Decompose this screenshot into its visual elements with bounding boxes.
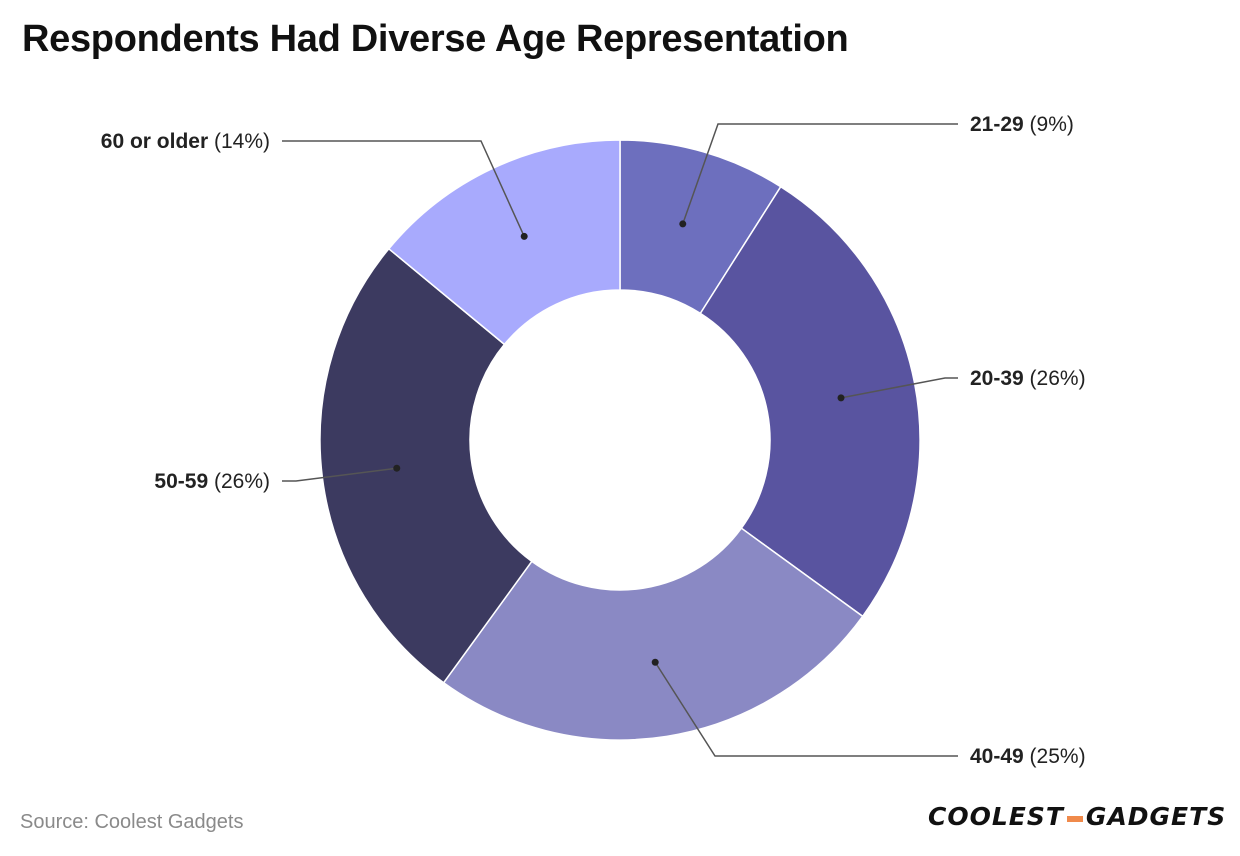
slice-label-percent: (26%) [1024, 367, 1086, 390]
anchor-dot-50-59 [393, 464, 401, 472]
anchor-dot-20-39 [837, 394, 845, 402]
slice-40-49 [442, 527, 864, 741]
donut-chart: 21-29 (9%) 20-39 (26%) 40-49 (25%) 50-59 (2… [101, 113, 1086, 768]
slice-label-percent: (9%) [1024, 113, 1074, 136]
slice-20-39 [699, 185, 921, 618]
slice-labels: 21-29 (9%) 20-39 (26%) 40-49 (25%) 50-59 (2… [101, 113, 1086, 768]
slice-label-name: 60 or older [101, 130, 208, 153]
anchor-dot-60-or-older [520, 232, 528, 240]
slice-label-percent: (25%) [1024, 745, 1086, 768]
slice-label-name: 50-59 [154, 470, 208, 493]
leader-line-21-29 [682, 123, 958, 225]
anchor-dot-40-49 [651, 658, 659, 666]
slice-label-percent: (14%) [208, 130, 270, 153]
slice-label-60-or-older: 60 or older (14%) [101, 130, 270, 153]
slice-label-50-59: 50-59 (26%) [154, 470, 270, 493]
slice-label-20-39: 20-39 (26%) [970, 367, 1086, 390]
logo-word-left: COOLEST [928, 801, 1064, 831]
logo-word-right: GADGETS [1085, 801, 1227, 831]
anchor-dot-21-29 [679, 220, 687, 228]
leader-line-50-59 [282, 467, 397, 482]
slice-label-40-49: 40-49 (25%) [970, 745, 1086, 768]
leader-lines [282, 123, 958, 757]
slice-label-21-29: 21-29 (9%) [970, 113, 1074, 136]
slice-label-name: 20-39 [970, 367, 1024, 390]
slice-60-or-older [387, 139, 621, 346]
slice-50-59 [319, 247, 533, 684]
leader-line-20-39 [840, 377, 958, 399]
chart-title: Respondents Had Diverse Age Representati… [22, 18, 849, 60]
slice-label-name: 21-29 [970, 113, 1024, 136]
coolest-gadgets-logo: COOLEST GADGETS [928, 796, 1226, 836]
source-note: Source: Coolest Gadgets [20, 811, 244, 833]
leader-line-60-or-older [282, 140, 525, 237]
slice-label-name: 40-49 [970, 745, 1024, 768]
donut-slices [319, 139, 921, 741]
slice-label-percent: (26%) [208, 470, 270, 493]
logo-dash [1066, 816, 1083, 822]
leader-line-40-49 [654, 661, 958, 757]
